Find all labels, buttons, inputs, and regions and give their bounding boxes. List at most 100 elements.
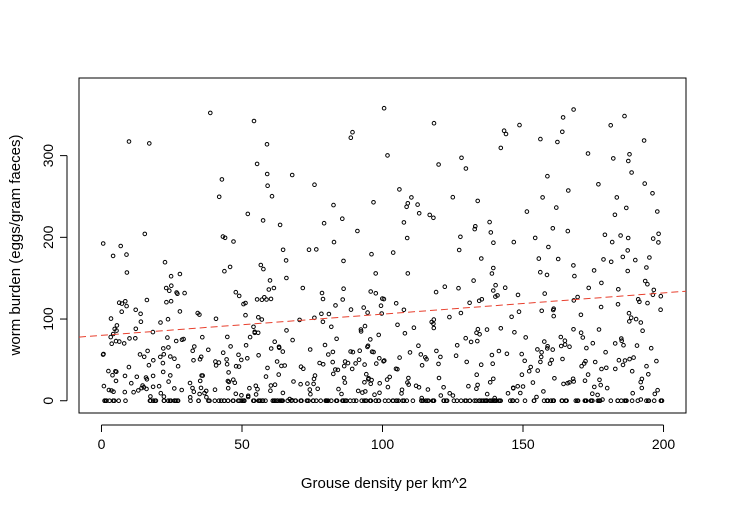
data-point [341, 286, 346, 292]
data-point [382, 398, 388, 404]
data-point [562, 342, 568, 347]
data-point [364, 371, 369, 377]
data-point [342, 359, 348, 364]
data-point [451, 398, 457, 404]
data-point [509, 314, 514, 320]
data-point [374, 361, 379, 366]
data-point [488, 230, 494, 235]
data-point [630, 390, 636, 396]
data-point [381, 359, 386, 364]
data-point [123, 299, 128, 304]
data-point [225, 334, 230, 340]
data-point [216, 360, 222, 365]
data-point [368, 289, 374, 294]
data-point [597, 377, 602, 383]
data-point [253, 383, 259, 389]
data-point [342, 380, 348, 385]
data-point [520, 384, 526, 389]
data-point [402, 331, 408, 336]
data-point [137, 352, 143, 357]
data-point [530, 380, 536, 385]
data-point [368, 398, 373, 404]
data-point [596, 182, 601, 187]
data-point [239, 398, 244, 404]
data-point [320, 362, 326, 367]
data-point [326, 352, 331, 357]
data-point [629, 398, 635, 404]
data-point [356, 357, 362, 363]
data-point [129, 380, 134, 386]
data-point [639, 376, 645, 382]
data-point [222, 235, 228, 241]
data-point [340, 216, 345, 221]
data-point [243, 343, 249, 348]
data-point [397, 355, 402, 360]
data-point [269, 193, 275, 199]
data-point [416, 211, 422, 216]
data-point [127, 336, 132, 341]
data-point [436, 162, 441, 167]
data-point [276, 372, 282, 377]
data-point [191, 358, 196, 363]
data-point [166, 345, 171, 350]
data-point [177, 271, 183, 277]
x-tick-label: 0 [98, 436, 106, 452]
data-point [585, 151, 591, 156]
data-point [357, 348, 363, 354]
data-point [560, 356, 565, 362]
data-point [493, 282, 498, 288]
data-point [299, 398, 304, 404]
data-point [658, 293, 664, 299]
data-point [547, 361, 553, 366]
data-point [645, 300, 650, 306]
data-point [280, 349, 286, 354]
data-point [542, 339, 547, 344]
data-point [558, 334, 564, 340]
data-point [168, 273, 174, 279]
data-point [308, 391, 313, 397]
data-point [644, 363, 649, 369]
data-point [462, 398, 468, 404]
data-point [263, 398, 268, 404]
data-point [312, 182, 317, 187]
data-point [237, 398, 242, 404]
data-point [463, 335, 469, 341]
data-point [404, 398, 410, 404]
data-point [508, 398, 513, 404]
data-point [571, 263, 576, 268]
data-point [650, 191, 655, 196]
data-point [634, 343, 640, 348]
data-point [582, 378, 588, 384]
data-point [315, 386, 321, 392]
data-point [239, 357, 244, 363]
data-point [190, 348, 195, 354]
data-point [164, 299, 169, 305]
data-point [384, 377, 390, 382]
data-point [264, 142, 270, 147]
data-point [599, 366, 604, 372]
data-point [656, 231, 661, 237]
data-point [621, 342, 626, 348]
data-point [618, 233, 623, 238]
data-point [644, 398, 649, 404]
data-point [114, 323, 120, 328]
data-point [647, 255, 652, 260]
data-point [226, 379, 232, 385]
data-point [284, 275, 289, 281]
data-point [387, 374, 393, 380]
data-point [425, 387, 431, 392]
data-point [369, 251, 374, 257]
data-point [224, 357, 229, 362]
trend-line [78, 290, 687, 338]
data-point [341, 363, 347, 369]
data-point [604, 385, 610, 391]
data-point [515, 292, 521, 298]
data-point [376, 398, 382, 404]
data-point [591, 268, 597, 273]
data-point [546, 244, 551, 250]
data-point [307, 387, 313, 392]
data-point [431, 215, 436, 221]
data-point [561, 381, 566, 387]
data-point [517, 122, 522, 128]
data-point [616, 287, 621, 292]
